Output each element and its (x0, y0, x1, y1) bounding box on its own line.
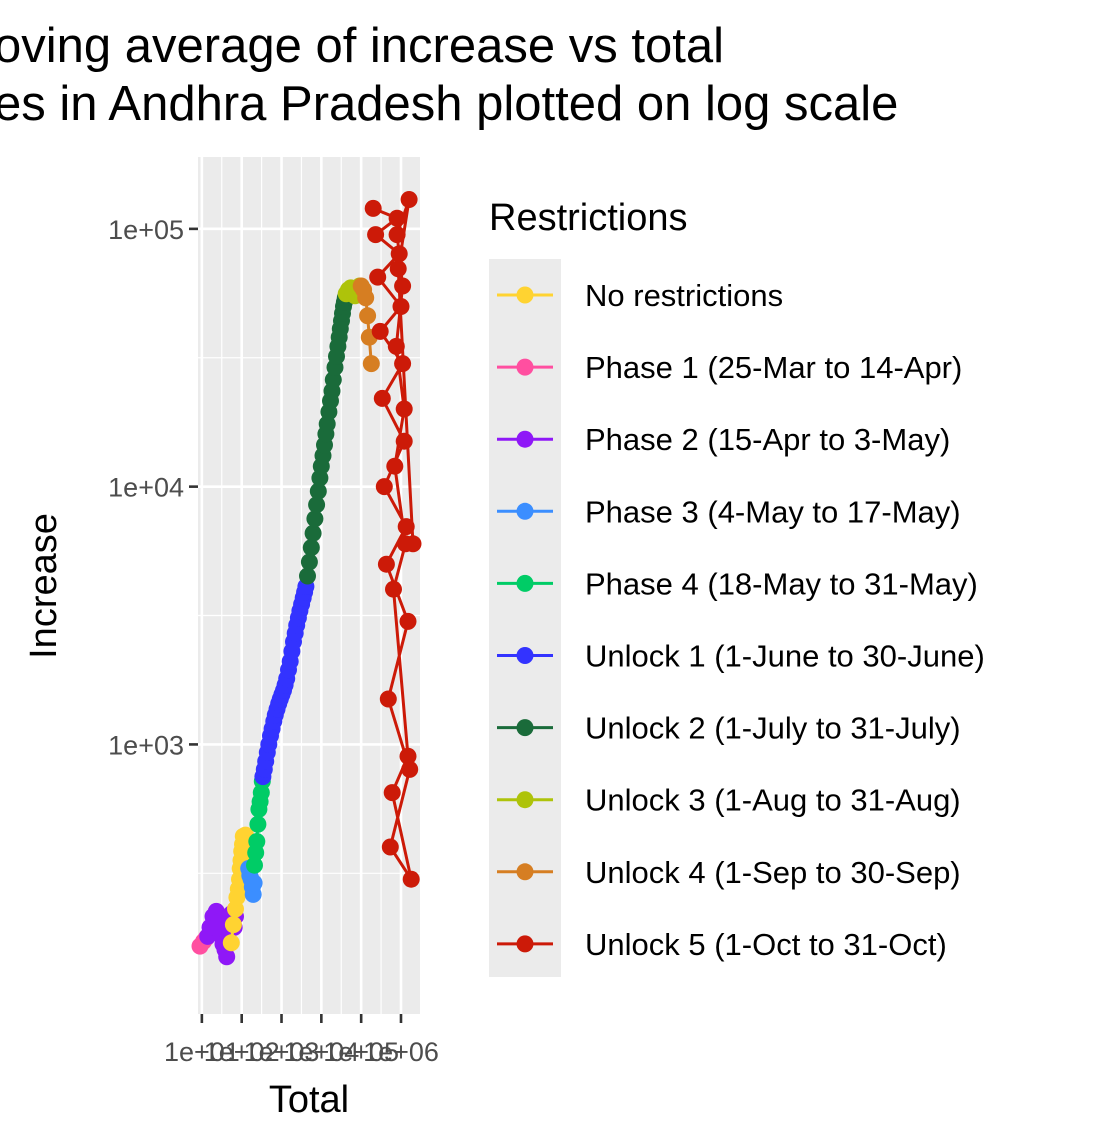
legend: No restrictions Phase 1 (25-Mar to 14-Apr… (497, 278, 985, 962)
data-point (367, 226, 385, 244)
data-point (304, 524, 322, 542)
data-point (395, 400, 413, 418)
data-point (299, 567, 316, 585)
data-point (386, 457, 404, 475)
data-point (379, 690, 397, 708)
legend-key-point (516, 430, 534, 448)
data-point (377, 555, 395, 573)
legend-key-point (516, 574, 534, 592)
legend-key-point (516, 647, 534, 664)
legend-entry: Phase 2 (15-Apr to 3-May) (497, 422, 950, 457)
data-point (359, 307, 377, 325)
data-point (390, 245, 408, 263)
y-tick-label: 1e+04 (108, 473, 184, 503)
legend-label: Phase 3 (4-May to 17-May) (585, 494, 961, 529)
x-tick-label: 1e+03 (244, 1037, 320, 1067)
x-axis-title: Total (269, 1079, 349, 1121)
data-point (392, 298, 410, 315)
legend-title: Restrictions (489, 197, 688, 239)
data-point (364, 199, 382, 217)
data-point (383, 784, 401, 802)
legend-label: Unlock 5 (1-Oct to 31-Oct) (585, 927, 947, 962)
chart-title-line-2: es in Andhra Pradesh plotted on log scal… (0, 77, 898, 131)
legend-key-point (516, 286, 534, 304)
series-group (254, 578, 315, 786)
legend-entry: Phase 3 (4-May to 17-May) (497, 494, 961, 529)
data-point (385, 580, 402, 598)
data-point (387, 337, 405, 355)
data-point (394, 277, 412, 295)
data-point (224, 916, 242, 934)
data-point (388, 209, 406, 227)
data-point (218, 948, 236, 966)
axes: 1e+011e+021e+031e+041e+051e+061e+031e+04… (108, 215, 439, 1067)
legend-entry: Unlock 3 (1-Aug to 31-Aug) (497, 783, 961, 818)
legend-entry: Unlock 4 (1-Sep to 30-Sep) (497, 855, 961, 890)
legend-entry: Unlock 2 (1-July to 31-July) (497, 711, 961, 746)
data-point (306, 510, 324, 528)
legend-key-point (516, 502, 534, 520)
x-tick-label: 1e+05 (323, 1037, 399, 1067)
legend-key-point (516, 358, 534, 376)
legend-entry: Unlock 1 (1-June to 30-June) (497, 639, 985, 674)
data-point (357, 289, 375, 307)
x-tick-label: 1e+02 (204, 1037, 280, 1067)
legend-entry: Unlock 5 (1-Oct to 31-Oct) (497, 927, 947, 962)
legend-label: Unlock 1 (1-June to 30-June) (585, 639, 985, 674)
data-point (246, 856, 263, 874)
data-point (245, 874, 263, 892)
legend-label: Unlock 3 (1-Aug to 31-Aug) (585, 783, 961, 818)
x-tick-label: 1e+04 (283, 1037, 359, 1067)
data-point (222, 934, 240, 952)
data-point (389, 260, 407, 278)
data-point (371, 322, 389, 340)
y-axis-title: Increase (23, 513, 65, 659)
legend-key-point (516, 719, 534, 737)
data-point (401, 760, 419, 778)
data-point (249, 815, 267, 833)
legend-key-point (516, 863, 534, 881)
legend-label: Phase 4 (18-May to 31-May) (585, 566, 978, 601)
legend-key-background (489, 259, 561, 977)
data-point (381, 838, 399, 856)
series-group (364, 191, 422, 888)
legend-key-point (516, 791, 534, 809)
data-point (397, 518, 415, 536)
legend-label: Unlock 2 (1-July to 31-July) (585, 711, 961, 746)
legend-label: Phase 1 (25-Mar to 14-Apr) (585, 350, 962, 385)
data-point (248, 833, 266, 850)
data-series (191, 191, 422, 966)
data-point (375, 478, 393, 496)
data-point (399, 612, 417, 630)
data-point (309, 482, 327, 500)
y-tick-label: 1e+03 (108, 730, 184, 760)
data-point (388, 226, 406, 244)
data-point (369, 268, 387, 286)
legend-key-point (516, 935, 534, 953)
data-point (400, 191, 418, 208)
y-tick-label: 1e+05 (108, 215, 184, 245)
data-point (404, 535, 422, 553)
data-point (402, 870, 420, 888)
x-tick-label: 1e+01 (164, 1037, 240, 1067)
chart-title-line-1: oving average of increase vs total (0, 19, 724, 73)
legend-entry: Phase 4 (18-May to 31-May) (497, 566, 978, 601)
data-point (394, 355, 412, 373)
data-point (308, 496, 326, 514)
legend-label: Unlock 4 (1-Sep to 30-Sep) (585, 855, 961, 890)
data-point (300, 553, 318, 571)
series-group (299, 289, 354, 585)
data-point (302, 539, 320, 557)
legend-label: Phase 2 (15-Apr to 3-May) (585, 422, 950, 457)
x-tick-label: 1e+06 (363, 1037, 439, 1067)
legend-entry: No restrictions (497, 278, 783, 313)
legend-entry: Phase 1 (25-Mar to 14-Apr) (497, 350, 962, 385)
data-point (373, 389, 391, 407)
legend-label: No restrictions (585, 278, 783, 313)
data-point (395, 432, 413, 450)
data-point (362, 355, 380, 373)
data-point (399, 747, 417, 765)
